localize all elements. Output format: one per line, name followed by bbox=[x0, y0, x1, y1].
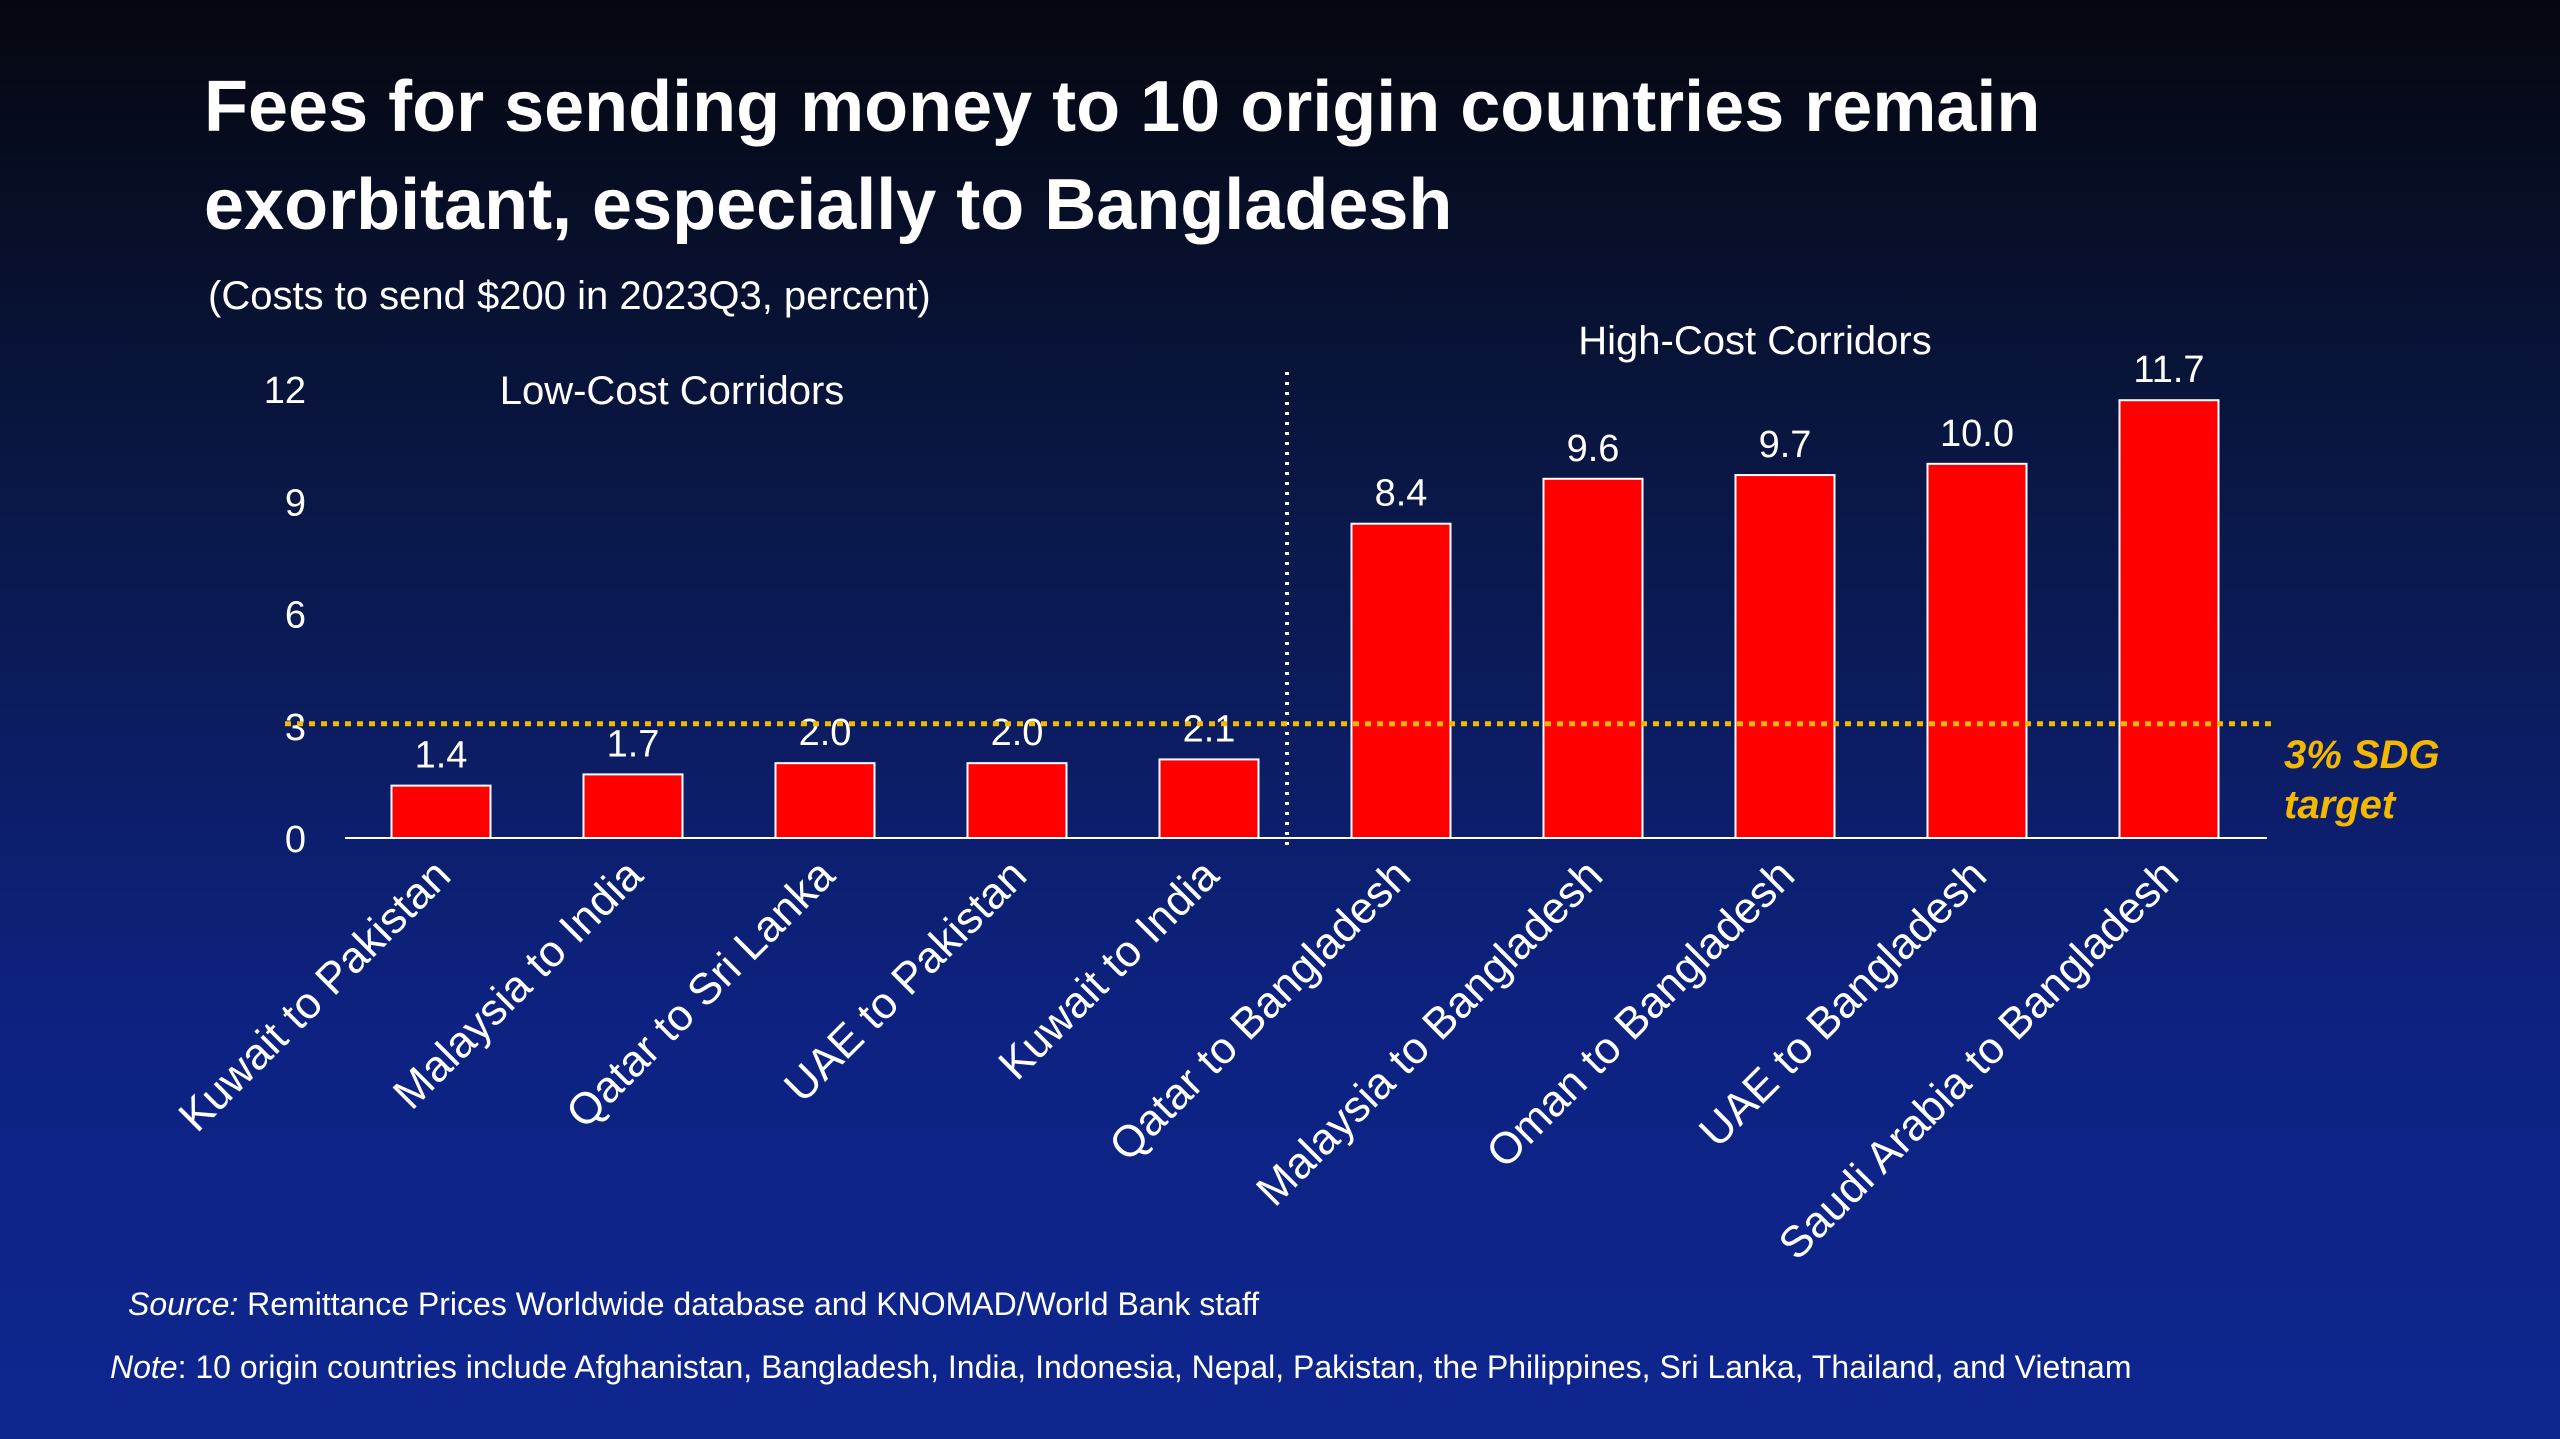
bar bbox=[966, 762, 1068, 840]
bar bbox=[1542, 477, 1644, 839]
sdg-target-label: 3% SDG bbox=[2284, 733, 2440, 777]
note-text: : 10 origin countries include Afghanista… bbox=[177, 1349, 2132, 1385]
bar bbox=[1158, 758, 1260, 839]
bar bbox=[1926, 462, 2028, 839]
note-lead: Note bbox=[110, 1349, 178, 1385]
x-category-label: Saudi Arabia to Bangladesh bbox=[1769, 850, 2188, 1269]
source-note: Source: Remittance Prices Worldwide data… bbox=[128, 1286, 1259, 1323]
bar-value-label: 2.1 bbox=[1183, 708, 1236, 750]
y-tick-label: 0 bbox=[285, 819, 306, 861]
value-labels: 1.4 1.7 2.0 2.0 2.1 8.4 9.6 9.7 10.0 11.7 bbox=[415, 349, 2205, 776]
x-category-label: Malaysia to Bangladesh bbox=[1247, 850, 1612, 1215]
bar-value-label: 2.0 bbox=[991, 712, 1044, 754]
bar-value-label: 2.0 bbox=[799, 712, 852, 754]
bar-value-label: 9.6 bbox=[1567, 428, 1620, 470]
bar-value-label: 8.4 bbox=[1375, 473, 1428, 515]
bar-value-label: 9.7 bbox=[1759, 424, 1812, 466]
bar bbox=[582, 773, 684, 839]
bar-value-label: 1.7 bbox=[607, 723, 660, 765]
bar-value-label: 1.4 bbox=[415, 735, 468, 777]
bar-value-label: 10.0 bbox=[1940, 413, 2014, 455]
bar bbox=[1350, 522, 1452, 839]
source-lead: Source: bbox=[128, 1286, 239, 1322]
y-tick-label: 12 bbox=[264, 370, 306, 412]
bars bbox=[390, 399, 2220, 840]
footnote: Note: 10 origin countries include Afghan… bbox=[110, 1349, 2131, 1386]
sdg-target-label-line2: target bbox=[2284, 783, 2397, 827]
x-category-label: Oman to Bangladesh bbox=[1477, 850, 1804, 1177]
y-tick-label: 3 bbox=[285, 707, 306, 749]
high-cost-corridors-label: High-Cost Corridors bbox=[1578, 319, 1931, 363]
y-tick-label: 9 bbox=[285, 482, 306, 524]
bar bbox=[2118, 399, 2220, 839]
chart-title: Fees for sending money to 10 origin coun… bbox=[204, 67, 2041, 245]
bar bbox=[1734, 474, 1836, 839]
chart-subtitle: (Costs to send $200 in 2023Q3, percent) bbox=[208, 274, 931, 318]
bar bbox=[390, 784, 492, 839]
source-text: Remittance Prices Worldwide database and… bbox=[238, 1286, 1260, 1322]
bar-value-label: 11.7 bbox=[2133, 349, 2204, 391]
bar bbox=[774, 762, 876, 840]
low-cost-corridors-label: Low-Cost Corridors bbox=[500, 369, 845, 413]
y-axis-ticks: 0 3 6 9 12 bbox=[264, 370, 306, 861]
y-tick-label: 6 bbox=[285, 595, 306, 637]
